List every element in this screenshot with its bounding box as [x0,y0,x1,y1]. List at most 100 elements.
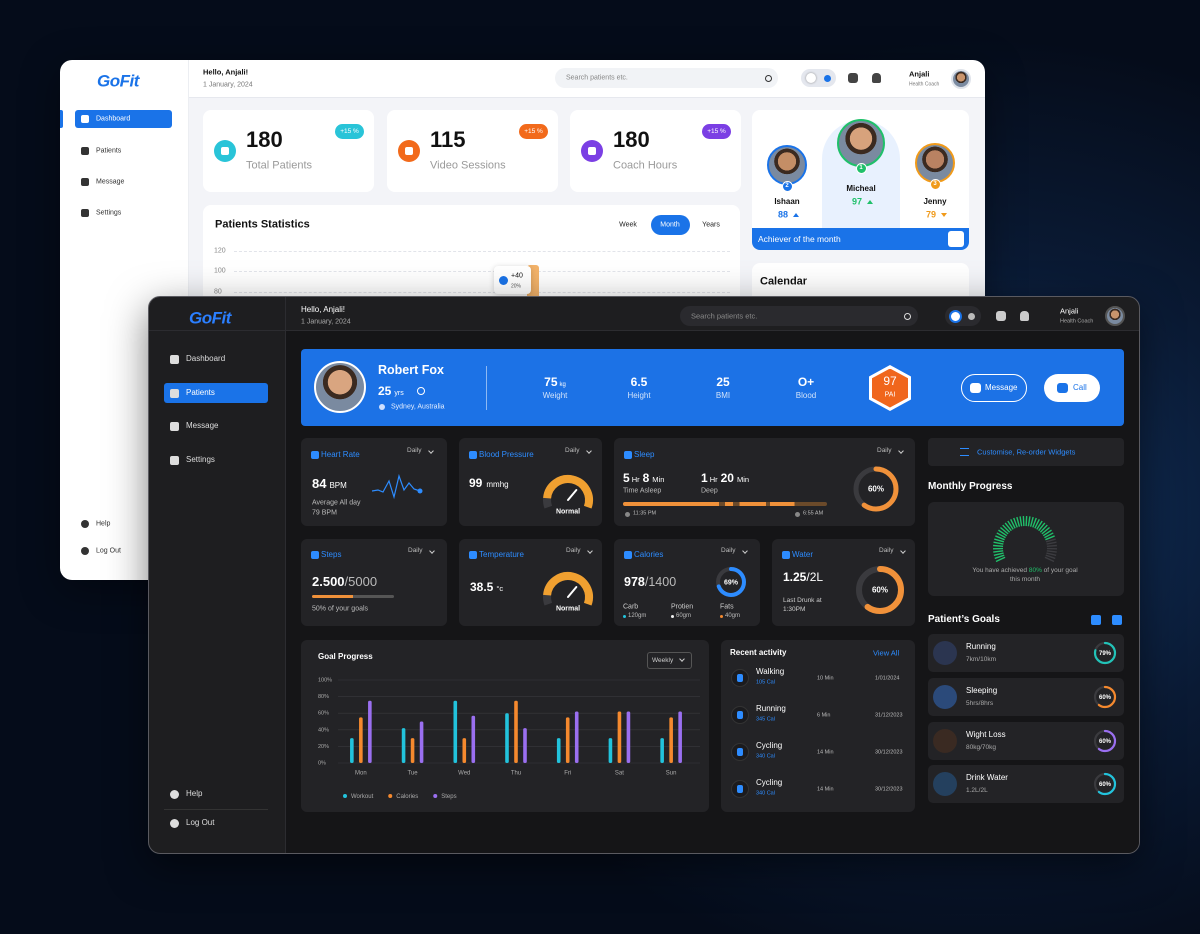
goal-action[interactable] [1112,615,1122,625]
card-title: Calendar [760,275,808,288]
widget-card [301,539,447,626]
nav-item[interactable]: Patients [186,388,215,397]
macro-name: Protien [671,603,694,611]
nav-active[interactable] [75,110,172,128]
customise-button[interactable] [928,438,1124,466]
note: 50% of your goals [312,605,369,613]
location-icon [379,404,385,410]
tab[interactable]: Years [702,221,720,229]
user-name: Anjali [1060,306,1079,316]
metric-unit: kg [559,382,566,388]
stat-icon-glyph [588,147,596,155]
chart-title: Goal Progress [318,652,373,661]
period-select[interactable]: Daily [566,546,581,554]
macro-dot [623,614,626,618]
nav-item[interactable]: Settings [186,455,215,464]
stat-change: +15 % [707,127,726,135]
activity-duration: 10 Min [817,675,834,682]
message-icon[interactable] [996,311,1006,321]
message-icon[interactable] [848,73,858,83]
achiever-name: Jenny [923,197,947,206]
nav-icon [81,115,89,123]
tab-active[interactable] [651,215,690,235]
period-select[interactable]: Daily [407,446,422,454]
rank-badge [855,162,867,174]
nav-active[interactable] [164,383,268,403]
widget-title: Calories [634,550,664,559]
value: 1.25 [783,570,807,584]
activity-duration: 14 Min [817,786,834,793]
period-label[interactable]: Weekly [652,656,674,664]
period-select[interactable]: Daily [408,546,423,554]
stat-label: Coach Hours [613,159,678,172]
nav-item[interactable]: Log Out [96,547,121,555]
nav-item[interactable]: Log Out [186,818,215,827]
activity-name: Cycling [756,741,783,750]
monthly-text: You have achieved 80% of your goal this … [970,566,1080,585]
widget-icon [311,451,319,459]
period-select[interactable]: Daily [721,546,736,554]
stat-change: +15 % [524,127,543,135]
tab[interactable]: Week [619,221,637,229]
nav-item[interactable]: Settings [96,209,122,217]
achiever-arrow[interactable] [948,231,964,247]
goal-name: Drink Water [966,773,1008,782]
message-button[interactable] [961,374,1027,402]
activity-calories: 105 Cal [756,679,775,686]
goal-icon [933,641,957,665]
achiever-caption: Achiever of the month [758,233,841,244]
message-button-icon [970,383,981,393]
tab[interactable]: Month [660,221,680,229]
goal-name: Running [966,642,996,651]
macro-name: Carb [623,603,639,611]
period-dropdown[interactable] [647,652,692,669]
nav-item[interactable]: Message [186,421,219,430]
bell-icon[interactable] [1020,311,1029,321]
activity-duration: 6 Min [817,712,831,719]
rank: 3 [933,181,937,187]
nav-active-accent [60,110,63,128]
activity-calories: 345 Cal [756,716,775,723]
period-select[interactable]: Daily [565,446,580,454]
search-box[interactable] [555,68,778,88]
user-avatar [1105,306,1125,326]
rank-badge [929,178,941,190]
metric: O+ [798,374,814,390]
search-placeholder: Search patients etc. [566,74,628,82]
button-label[interactable]: Call [1073,383,1087,392]
logo: GoFit [97,71,139,91]
nav-item[interactable]: Dashboard [186,354,226,363]
goal-icon [933,729,957,753]
nav-item[interactable]: Help [186,789,203,798]
button-label[interactable]: Message [985,383,1018,392]
grid-line [234,292,730,293]
widget-title: Heart Rate [321,450,360,459]
metric: 25 [716,374,729,390]
nav-item[interactable]: Message [96,178,125,186]
pai-label: PAI [884,391,896,399]
achiever-avatar [767,145,807,185]
nav-item[interactable]: Help [96,520,111,528]
search-box[interactable] [680,306,918,326]
view-all[interactable]: View All [873,648,900,658]
sleep-label: Time Asleep [623,487,662,495]
nav-item[interactable]: Dashboard [96,115,131,123]
monthly-text-part: of your goal this month [1010,567,1078,584]
nav-item[interactable]: Patients [96,147,122,155]
minutes: 20 [720,471,734,485]
goal-action[interactable] [1091,615,1101,625]
call-button-icon [1057,383,1068,393]
user-avatar [951,69,971,89]
metric-label: BMI [715,391,731,400]
period-select[interactable]: Daily [877,446,892,454]
customise-label[interactable]: Customise, Re-order Widgets [977,447,1076,457]
metric: 75 kg [544,374,566,390]
bell-icon[interactable] [872,73,881,83]
pai-value: 97 [883,374,897,388]
nav-icon [81,547,89,555]
metric-value: 75 [544,375,558,389]
period-select[interactable]: Daily [879,546,894,554]
call-button[interactable] [1044,374,1100,402]
grid-line [234,271,730,272]
greeting: Hello, Anjali! [301,305,346,314]
